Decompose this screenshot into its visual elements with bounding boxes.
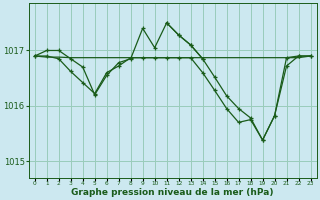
X-axis label: Graphe pression niveau de la mer (hPa): Graphe pression niveau de la mer (hPa) bbox=[71, 188, 274, 197]
